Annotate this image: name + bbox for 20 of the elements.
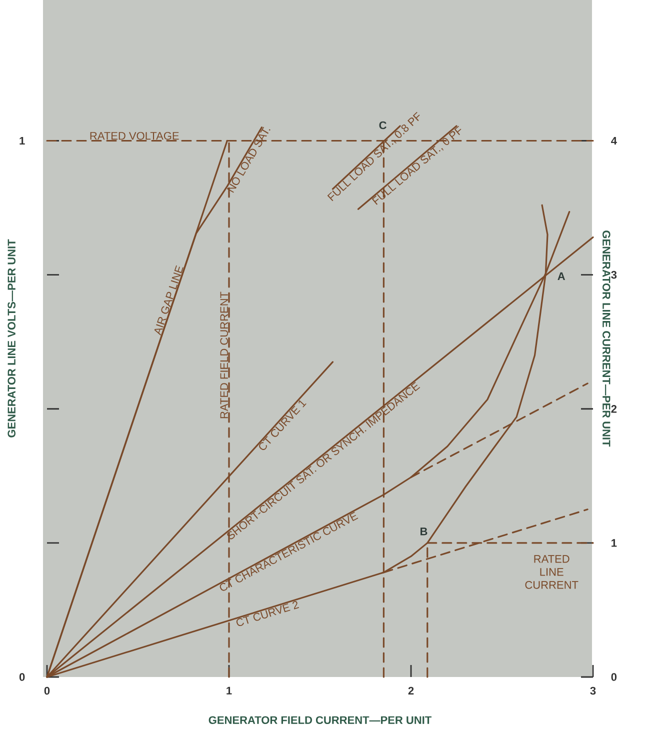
text: AIR GAP LINE — [154, 265, 184, 336]
y2-tick-label: 2 — [611, 405, 617, 413]
x-tick-label: 0 — [44, 686, 50, 695]
annotation: C — [379, 121, 386, 130]
text: RATED FIELD CURRENT — [220, 292, 228, 418]
y2-tick-label: 3 — [611, 270, 617, 279]
series-label: RATED LINE CURRENT — [525, 555, 578, 589]
series-label: RATED VOLTAGE — [90, 132, 179, 140]
y2-tick-label: 0 — [611, 673, 617, 681]
y2-tick-label: 1 — [612, 539, 617, 547]
x-tick-label: 1 — [226, 686, 232, 694]
y2-axis-title: GENERATOR LINE CURRENT—PER UNIT — [602, 230, 610, 447]
x-axis-title: GENERATOR FIELD CURRENT—PER UNIT — [208, 716, 432, 724]
text: CT CURVE 2 — [236, 601, 300, 626]
x-tick-label: 2 — [408, 686, 414, 695]
y2-tick-label: 4 — [611, 136, 617, 145]
y-axis-title: GENERATOR LINE VOLTS—PER UNIT — [8, 239, 16, 438]
annotation: B — [420, 528, 428, 536]
x-tick-label: 3 — [590, 686, 596, 695]
annotation: A — [558, 272, 566, 280]
